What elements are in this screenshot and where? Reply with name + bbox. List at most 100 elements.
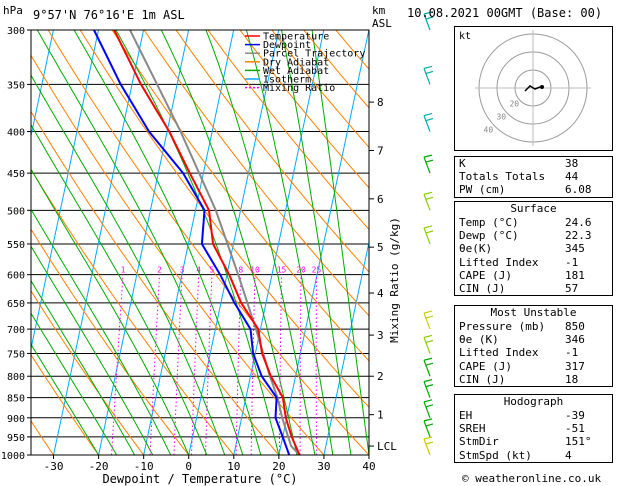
index-row: Totals Totals 44	[455, 170, 612, 183]
hodograph-param-label: StmSpd (kt)	[459, 448, 532, 462]
temperature-axis: -30 -20 -10 0 10 20 30 40	[44, 455, 376, 473]
surface-value: 24.6	[565, 216, 592, 229]
mixing-ratio-line	[299, 274, 302, 455]
surface-label: Temp (°C)	[459, 216, 519, 229]
pressure-tick-label: 750	[7, 349, 25, 360]
wet-adiabat	[31, 343, 100, 455]
mixing-ratio-line	[191, 274, 200, 455]
most-unstable-label: θe (K)	[459, 333, 499, 347]
dry-adiabat	[175, 30, 369, 273]
isotherm	[98, 30, 190, 455]
isotherm	[143, 30, 235, 455]
hodograph-param-value: -51	[565, 422, 585, 436]
mixing-ratio-label: 1	[121, 266, 126, 275]
most-unstable-label: CIN (J)	[459, 372, 506, 386]
surface-value: 22.3	[565, 229, 592, 243]
index-label: Totals Totals	[459, 170, 546, 184]
pressure-tick-label: 600	[7, 271, 25, 282]
pressure-tick-label: 550	[7, 240, 25, 251]
wet-adiabat	[245, 30, 334, 455]
height-tick-label: 1	[377, 409, 384, 422]
wind-barb	[423, 310, 434, 330]
wind-barb	[423, 191, 434, 211]
surface-row: Lifted Index -1	[455, 256, 612, 269]
dry-adiabat	[111, 30, 369, 362]
index-value: 44	[565, 170, 579, 184]
pressure-tick-label: 300	[7, 26, 25, 37]
dry-adiabat	[143, 30, 369, 317]
most-unstable-row: Pressure (mb) 850	[455, 320, 612, 333]
pressure-tick-label: 350	[7, 80, 25, 91]
dry-adiabat	[79, 30, 369, 408]
dry-adiabat	[239, 30, 369, 189]
surface-label: CAPE (J)	[459, 268, 512, 282]
surface-label: Dewp (°C)	[459, 229, 519, 243]
wet-adiabat	[31, 279, 136, 455]
indices-panel: K 38 Totals Totals 44 PW (cm) 6.08	[454, 156, 613, 198]
surface-panel: Surface Temp (°C) 24.6 Dewp (°C) 22.3 θe(K) 3…	[454, 201, 613, 297]
index-value: 6.08	[565, 183, 592, 197]
legend-entry: Parcel Trajectory	[263, 49, 365, 60]
hodograph-param-label: StmDir	[459, 435, 499, 449]
hodograph-table-title: Hodograph	[503, 395, 564, 408]
pressure-tick-label: 700	[7, 325, 25, 336]
index-label: PW (cm)	[459, 183, 506, 197]
wind-barb	[423, 11, 434, 31]
plot-frame	[30, 29, 370, 456]
index-row: K 38	[455, 157, 612, 170]
most-unstable-title: Most Unstable	[490, 306, 577, 319]
height-tick-label: 8	[377, 96, 384, 109]
most-unstable-label: Pressure (mb)	[459, 320, 546, 333]
background-lines	[31, 30, 369, 455]
wet-adiabat	[311, 30, 369, 455]
mixing-ratio-label: 10	[250, 266, 260, 275]
dry-adiabat	[31, 353, 100, 455]
mixing-ratio-label: 20	[296, 266, 306, 275]
hodograph-param-value: -39	[565, 409, 585, 422]
km-label: km	[372, 4, 386, 17]
dry-adiabat	[207, 30, 369, 231]
height-tick-label: 5	[377, 241, 384, 254]
wet-adiabat	[31, 245, 154, 455]
wind-barb	[423, 112, 434, 132]
mixing-axis-label: Mixing Ratio (g/kg)	[388, 217, 401, 343]
asl-label: ASL	[372, 17, 392, 30]
wind-barb	[423, 65, 434, 85]
height-tick-label: 3	[377, 329, 384, 342]
wind-barb	[423, 418, 434, 438]
legend-entry: Dry Adiabat	[263, 57, 329, 68]
storm-motion-marker	[540, 85, 544, 89]
pressure-tick-label: 500	[7, 206, 25, 217]
wet-adiabat	[281, 30, 352, 455]
wet-adiabat	[205, 30, 316, 455]
hodograph-trace	[524, 85, 541, 92]
wind-barb	[423, 357, 434, 377]
pressure-tick-label: 650	[7, 299, 25, 310]
profiles	[93, 30, 301, 455]
surface-row: CIN (J) 57	[455, 282, 612, 295]
wet-adiabat	[31, 123, 208, 455]
most-unstable-panel: Most Unstable Pressure (mb) 850 θe (K) 346 L…	[454, 305, 613, 387]
temperature-tick-label: 40	[362, 460, 375, 473]
index-value: 38	[565, 157, 579, 170]
wind-barb	[423, 436, 434, 456]
credit-text: © weatheronline.co.uk	[462, 472, 602, 485]
pressure-tick-label: 450	[7, 169, 25, 180]
height-tick-label: LCL	[377, 440, 397, 453]
mixing-ratio-label: 5	[210, 266, 215, 275]
isotherm	[188, 30, 280, 455]
most-unstable-value: 346	[565, 333, 585, 347]
hodograph-unit-label: kt	[459, 31, 471, 42]
mixing-ratio-line	[205, 274, 213, 455]
wind-barb	[423, 399, 434, 419]
pressure-tick-label: 800	[7, 372, 25, 383]
height-axis: 8 7 6 5 4 3 2 1 LCL	[369, 96, 397, 453]
wind-barbs	[423, 11, 434, 456]
hodograph-param-value: 151°	[565, 435, 592, 449]
temperature-tick-label: 30	[317, 460, 330, 473]
pressure-tick-label: 950	[7, 433, 25, 444]
mixing-ratio-label: 2	[157, 266, 162, 275]
dry-adiabat	[47, 30, 369, 455]
index-row: PW (cm) 6.08	[455, 183, 612, 196]
